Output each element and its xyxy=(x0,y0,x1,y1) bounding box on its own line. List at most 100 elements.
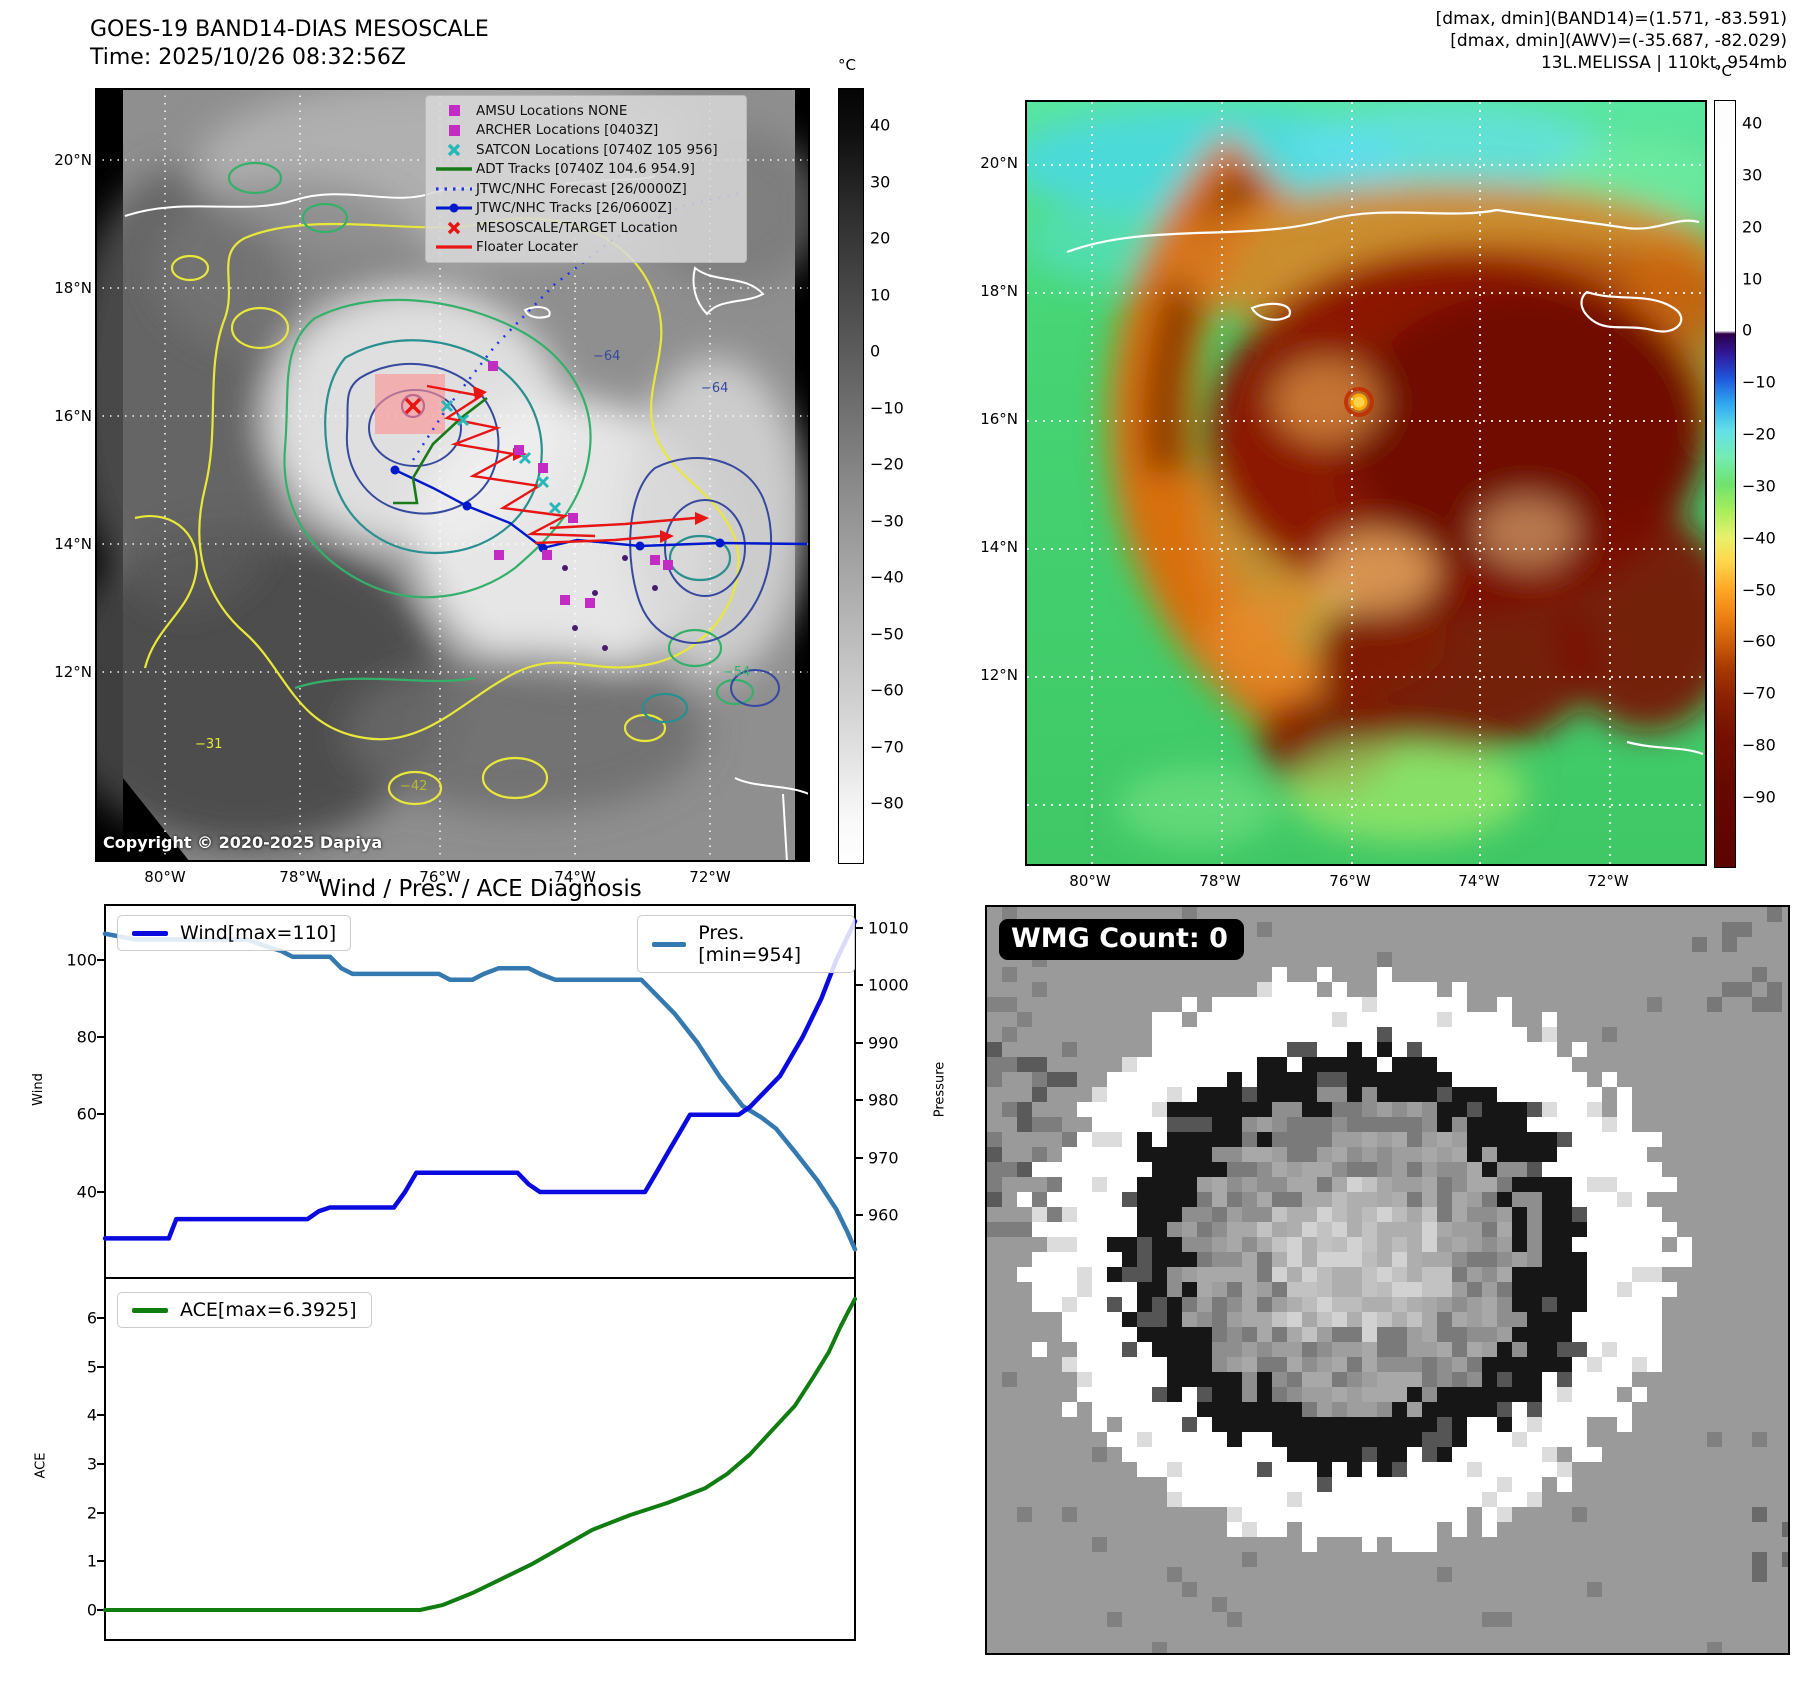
left-lat-tick: 20°N xyxy=(54,151,92,169)
ace-line-icon xyxy=(132,1307,168,1313)
legend-item-amsu: AMSU Locations NONE xyxy=(432,101,738,121)
band14-dmax-dmin: [dmax, dmin](BAND14)=(1.571, -83.591) xyxy=(1435,9,1787,29)
mesoscale-x-icon xyxy=(432,221,476,235)
right-lat-tick: 18°N xyxy=(980,282,1018,300)
wind-ytick: 40 xyxy=(76,1182,97,1202)
pressure-ytick: 1000 xyxy=(868,975,909,995)
satcon-markers xyxy=(440,399,562,515)
left-lon-tick: 72°W xyxy=(689,868,731,886)
legend-label: Floater Locater xyxy=(476,239,578,256)
jtwc-best-track xyxy=(390,465,808,553)
jtwc-forecast-track xyxy=(411,191,741,461)
satcon-x-icon xyxy=(432,143,476,157)
wind-ytick: 100 xyxy=(66,950,97,970)
ace-ytick: 4 xyxy=(86,1405,97,1425)
pressure-ytick: 990 xyxy=(868,1033,899,1053)
ace-legend-label: ACE[max=6.3925] xyxy=(180,1299,357,1321)
ace-ytick: 2 xyxy=(86,1503,97,1523)
legend-item-satcon: SATCON Locations [0740Z 105 956] xyxy=(432,140,738,160)
right-lon-tick: 74°W xyxy=(1458,872,1500,890)
left-colorbar-tick: −20 xyxy=(870,454,904,474)
right-colorbar-tick: 0 xyxy=(1742,320,1753,340)
pressure-legend: Pres.[min=954] xyxy=(637,915,855,973)
diagnosis-charts: Wind[max=110] Pres.[min=954] ACE[max=6.3… xyxy=(97,904,863,1641)
right-lon-tick: 80°W xyxy=(1069,872,1111,890)
left-colorbar-tick: −70 xyxy=(870,737,904,757)
legend-item-forecast: JTWC/NHC Forecast [26/0000Z] xyxy=(432,179,738,199)
pressure-legend-label: Pres.[min=954] xyxy=(698,922,802,966)
coastline-paths xyxy=(1066,208,1704,756)
timestamp: Time: 2025/10/26 08:32:56Z xyxy=(90,45,406,71)
left-lon-tick: 80°W xyxy=(144,868,186,886)
amsu-square-icon xyxy=(432,104,476,117)
right-colorbar-tick: 30 xyxy=(1742,165,1763,185)
ace-ytick: 6 xyxy=(86,1308,97,1328)
svg-text:−42: −42 xyxy=(400,779,427,794)
svg-text:−54: −54 xyxy=(723,665,750,680)
legend-item-adt: ADT Tracks [0740Z 104.6 954.9] xyxy=(432,160,738,180)
right-lat-tick: 16°N xyxy=(980,410,1018,428)
legend-label: JTWC/NHC Forecast [26/0000Z] xyxy=(476,180,687,197)
legend-item-floater: Floater Locater xyxy=(432,238,738,258)
right-colorbar-tick: −40 xyxy=(1742,528,1776,548)
hurricane-eye xyxy=(1344,387,1374,417)
map-legend: AMSU Locations NONE ARCHER Locations [04… xyxy=(425,95,747,263)
wind-line-icon xyxy=(132,930,168,936)
adt-track xyxy=(393,396,488,505)
left-colorbar-tick: −50 xyxy=(870,624,904,644)
floater-tracks xyxy=(426,384,709,545)
legend-item-tracks: JTWC/NHC Tracks [26/0600Z] xyxy=(432,199,738,219)
ace-ytick: 3 xyxy=(86,1454,97,1474)
right-colorbar-unit: °C xyxy=(1714,62,1732,80)
ace-ytick: 5 xyxy=(86,1357,97,1377)
left-colorbar-tick: 40 xyxy=(870,115,891,135)
wind-ytick: 80 xyxy=(76,1027,97,1047)
diagnosis-chart-canvas xyxy=(97,904,863,1641)
right-colorbar-tick: −20 xyxy=(1742,424,1776,444)
left-colorbar-tick: −10 xyxy=(870,398,904,418)
left-lon-tick: 76°W xyxy=(419,868,461,886)
right-colorbar-tick: 10 xyxy=(1742,269,1763,289)
wmg-panel: WMG Count: 0 xyxy=(985,905,1790,1655)
ace-legend: ACE[max=6.3925] xyxy=(117,1292,372,1328)
legend-label: SATCON Locations [0740Z 105 956] xyxy=(476,141,718,158)
left-lat-tick: 12°N xyxy=(54,663,92,681)
chart-title: Wind / Pres. / ACE Diagnosis xyxy=(318,876,642,902)
ace-axis-label: ACE xyxy=(33,1452,49,1479)
axis-tick-marks xyxy=(97,927,863,1611)
left-lon-tick: 78°W xyxy=(279,868,321,886)
legend-label: AMSU Locations NONE xyxy=(476,102,628,119)
band14-satellite-map: −64 −64 −54 −42 −31 xyxy=(45,78,825,863)
wind-legend-label: Wind[max=110] xyxy=(180,922,337,944)
legend-label: MESOSCALE/TARGET Location xyxy=(476,219,678,236)
ace-ytick: 0 xyxy=(86,1600,97,1620)
wmg-count-badge: WMG Count: 0 xyxy=(999,919,1244,960)
archer-square-icon xyxy=(432,124,476,137)
right-lat-tick: 14°N xyxy=(980,538,1018,556)
left-colorbar-tick: −40 xyxy=(870,567,904,587)
band14-colorbar xyxy=(838,88,864,864)
legend-item-archer: ARCHER Locations [0403Z] xyxy=(432,121,738,141)
storm-id-intensity: 13L.MELISSA | 110kt, 954mb xyxy=(1540,53,1787,74)
graticule xyxy=(1027,102,1705,864)
adt-line-icon xyxy=(432,166,476,172)
ace-ytick: 1 xyxy=(86,1551,97,1571)
svg-text:−64: −64 xyxy=(701,381,728,396)
right-lon-tick: 76°W xyxy=(1329,872,1371,890)
page-title: GOES-19 BAND14-DIAS MESOSCALE xyxy=(90,17,489,42)
right-colorbar-tick: −90 xyxy=(1742,787,1776,807)
pressure-ytick: 1010 xyxy=(868,918,909,938)
right-lon-tick: 78°W xyxy=(1199,872,1241,890)
right-colorbar-tick: −60 xyxy=(1742,631,1776,651)
legend-label: ADT Tracks [0740Z 104.6 954.9] xyxy=(476,161,695,178)
right-colorbar-tick: −10 xyxy=(1742,372,1776,392)
legend-label: JTWC/NHC Tracks [26/0600Z] xyxy=(476,200,673,217)
left-colorbar-tick: 10 xyxy=(870,285,891,305)
pressure-ytick: 970 xyxy=(868,1148,899,1168)
wind-legend: Wind[max=110] xyxy=(117,915,352,951)
legend-label: ARCHER Locations [0403Z] xyxy=(476,122,659,139)
left-colorbar-tick: −60 xyxy=(870,680,904,700)
right-colorbar-tick: −30 xyxy=(1742,476,1776,496)
target-x-marker xyxy=(404,397,422,415)
